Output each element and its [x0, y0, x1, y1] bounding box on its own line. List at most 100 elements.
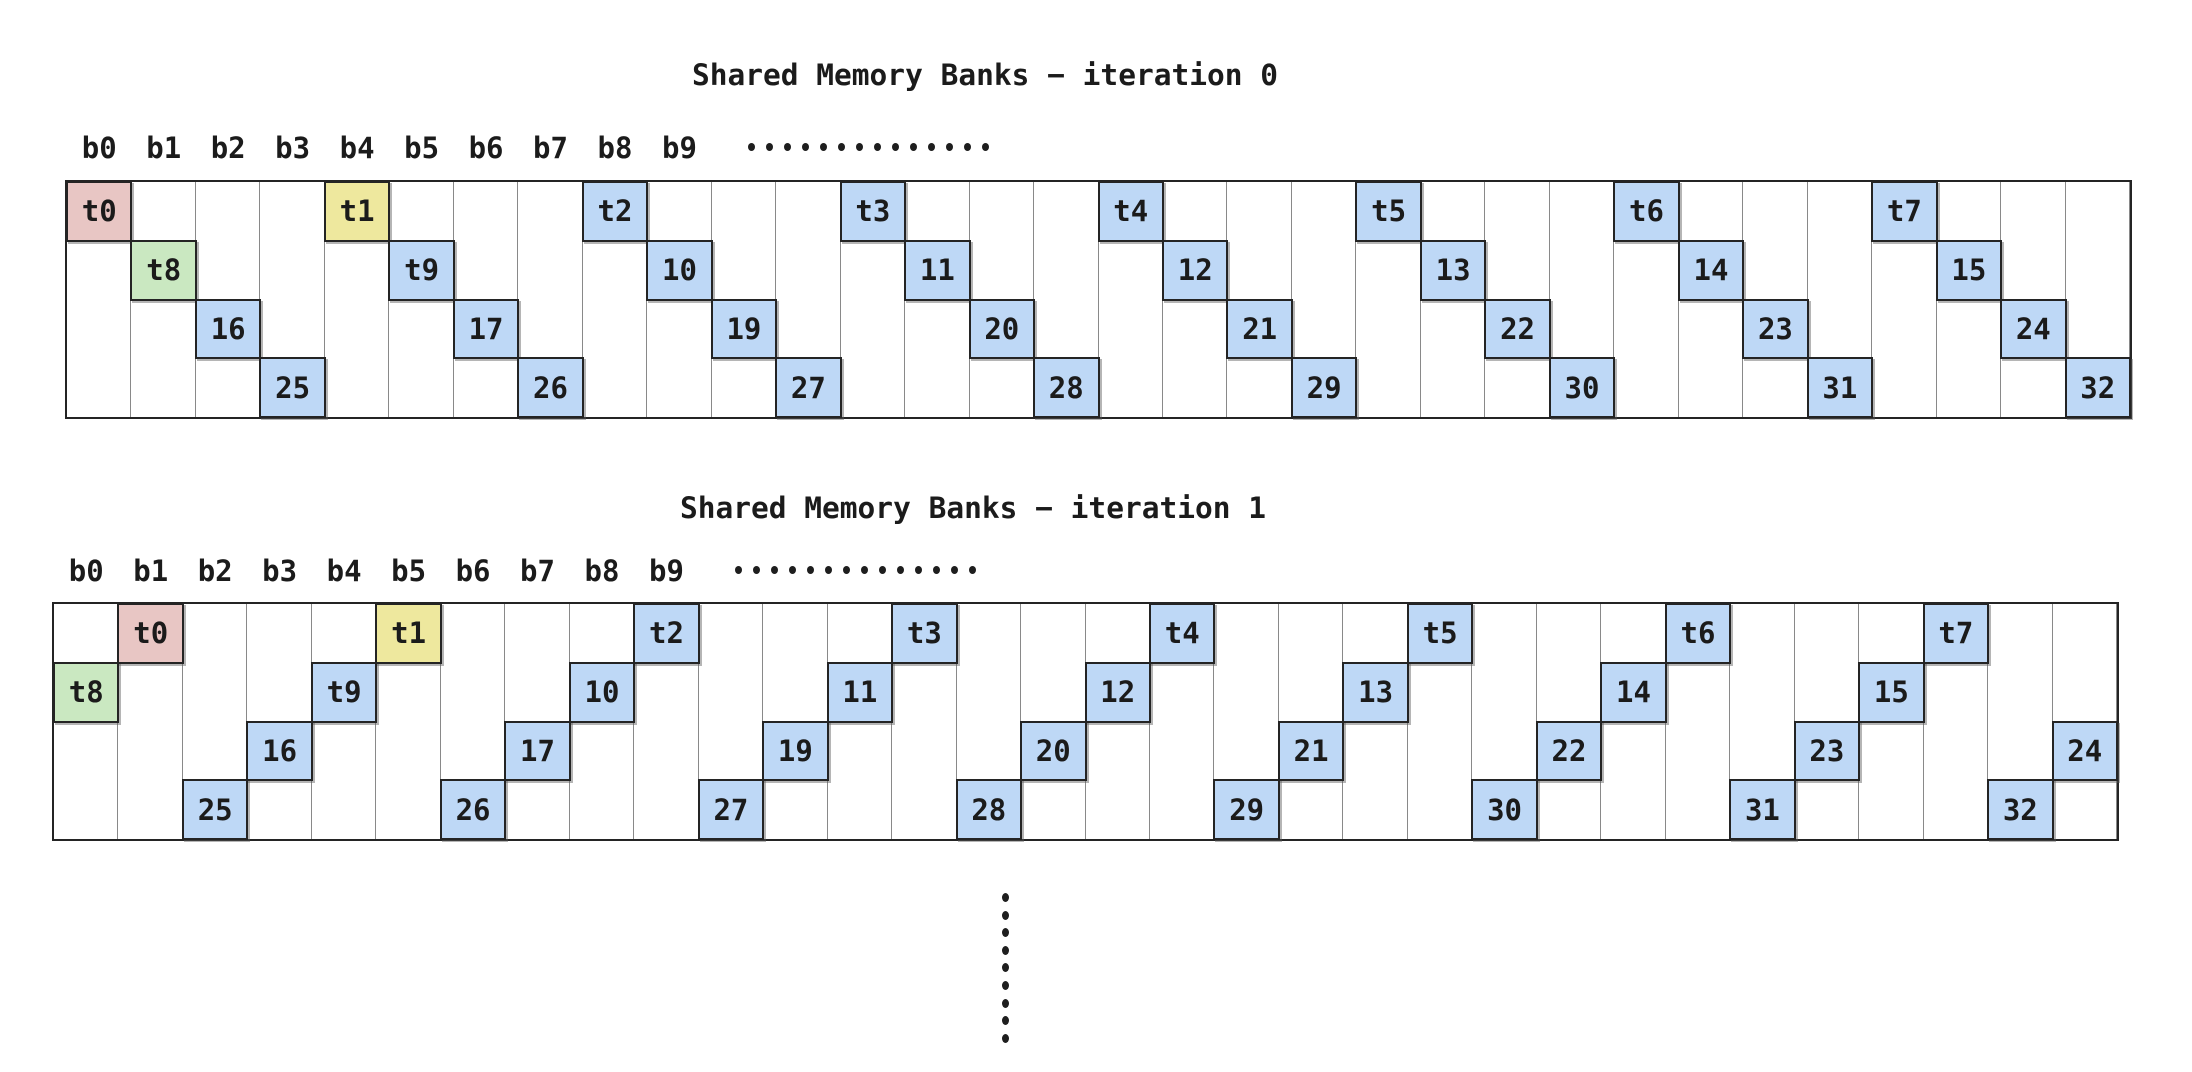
thread-access-cell: t8	[53, 661, 120, 723]
bank-ellipsis-dot	[856, 143, 863, 151]
thread-access-cell: t7	[1871, 181, 1938, 242]
thread-access-cell: 20	[968, 298, 1036, 360]
bank-ellipsis-dot	[766, 143, 773, 151]
thread-access-cell: t8	[130, 239, 197, 301]
thread-access-cell: 15	[1935, 239, 2003, 301]
bank-label: b4	[339, 131, 375, 165]
thread-access-cell: t6	[1664, 603, 1732, 664]
thread-access-cell: 17	[504, 720, 571, 782]
thread-access-cell: 25	[181, 779, 249, 840]
bank-label: b9	[648, 554, 684, 588]
bank-ellipsis-dot	[874, 143, 881, 151]
bank-ellipsis-dot	[802, 143, 809, 151]
thread-access-cell: 32	[1987, 779, 2054, 840]
thread-access-cell: 15	[1858, 661, 1925, 723]
thread-access-cell: 30	[1548, 357, 1616, 418]
thread-access-cell: t1	[323, 181, 391, 242]
bank-column	[1808, 182, 1873, 417]
thread-access-cell: 11	[826, 661, 894, 723]
bank-ellipsis-dot	[928, 143, 935, 151]
bank-ellipsis-dot	[964, 143, 971, 151]
continuation-ellipsis-dot	[1002, 1033, 1009, 1043]
bank-ellipsis-dot	[910, 143, 917, 151]
thread-access-cell: t1	[375, 603, 442, 664]
bank-ellipsis-dot	[897, 566, 904, 574]
continuation-ellipsis-dot	[1002, 998, 1009, 1008]
bank-column	[1408, 604, 1473, 839]
bank-column	[518, 182, 583, 417]
thread-access-cell: t9	[388, 239, 455, 301]
bank-label: b4	[326, 554, 362, 588]
thread-access-cell: t9	[310, 661, 378, 723]
bank-ellipsis-dot	[892, 143, 899, 151]
thread-access-cell: 28	[955, 779, 1023, 840]
thread-access-cell: 26	[517, 357, 584, 418]
thread-access-cell: 10	[568, 661, 636, 723]
bank-label: b1	[133, 554, 169, 588]
thread-access-cell: 29	[1290, 357, 1358, 418]
thread-access-cell: 31	[1729, 779, 1796, 840]
thread-access-cell: 23	[1793, 720, 1861, 782]
bank-label: b6	[455, 554, 491, 588]
bank-ellipsis-dot	[771, 566, 778, 574]
iteration-title: Shared Memory Banks − iteration 1	[679, 491, 1267, 525]
memory-banks-grid: t0 t1 t2 t3 t4 t5 t6 t7 t8 t9 10 11 12 13 14 15 16 17 19 20…	[52, 602, 2119, 841]
bank-ellipsis-dot	[861, 566, 868, 574]
thread-access-cell: 16	[246, 720, 313, 782]
thread-access-cell: 29	[1213, 779, 1280, 840]
thread-access-cell: 27	[697, 779, 765, 840]
bank-column	[2066, 182, 2130, 417]
bank-label: b8	[584, 554, 620, 588]
continuation-ellipsis-dot	[1002, 928, 1009, 938]
bank-label: b5	[391, 554, 427, 588]
thread-access-cell: 12	[1161, 239, 1229, 301]
memory-banks-grid: t0 t1 t2 t3 t4 t5 t6 t7 t8 t9 10 11 12 13 14 15 16 17 19 20…	[65, 180, 2132, 419]
bank-label: b2	[210, 131, 246, 165]
bank-label: b7	[520, 554, 555, 588]
bank-ellipsis-dot	[838, 143, 845, 151]
thread-access-cell: 30	[1471, 779, 1538, 840]
thread-access-cell: 21	[1226, 298, 1293, 360]
bank-ellipsis-dot	[825, 566, 832, 574]
bank-ellipsis-dot	[946, 143, 953, 151]
bank-label: b2	[197, 554, 233, 588]
bank-ellipsis-dot	[784, 143, 791, 151]
thread-access-cell: t5	[1355, 181, 1422, 242]
bank-column	[776, 182, 841, 417]
thread-access-cell: 17	[452, 298, 520, 360]
thread-access-cell: t7	[1922, 603, 1990, 664]
bank-column	[118, 604, 183, 839]
bank-column	[1666, 604, 1731, 839]
bank-column	[1292, 182, 1357, 417]
bank-ellipsis-dot	[951, 566, 958, 574]
bank-ellipsis-dot	[735, 566, 742, 574]
bank-ellipsis-dot	[982, 143, 989, 151]
continuation-ellipsis-dot	[1002, 1016, 1009, 1026]
thread-access-cell: 27	[775, 357, 842, 418]
thread-access-cell: 23	[1742, 298, 1809, 360]
bank-column	[260, 182, 325, 417]
thread-access-cell: 12	[1084, 661, 1151, 723]
thread-access-cell: t4	[1148, 603, 1216, 664]
thread-access-cell: t3	[891, 603, 958, 664]
bank-column	[634, 604, 699, 839]
thread-access-cell: 10	[646, 239, 713, 301]
bank-label: b0	[68, 554, 104, 588]
thread-access-cell: 13	[1342, 661, 1409, 723]
thread-access-cell: t0	[117, 603, 184, 664]
thread-access-cell: 13	[1419, 239, 1487, 301]
thread-access-cell: 21	[1277, 720, 1345, 782]
continuation-ellipsis-dot	[1002, 910, 1009, 920]
thread-access-cell: 19	[710, 298, 778, 360]
thread-access-cell: t2	[633, 603, 700, 664]
continuation-ellipsis-dot	[1002, 981, 1009, 990]
bank-label: b7	[533, 131, 568, 165]
continuation-ellipsis-dot	[1002, 963, 1009, 973]
bank-label: b6	[468, 131, 504, 165]
bank-column	[1150, 604, 1215, 839]
thread-access-cell: 16	[194, 298, 262, 360]
bank-column	[892, 604, 957, 839]
bank-label: b3	[275, 131, 311, 165]
thread-access-cell: 14	[1677, 239, 1745, 301]
thread-access-cell: 32	[2064, 357, 2131, 418]
